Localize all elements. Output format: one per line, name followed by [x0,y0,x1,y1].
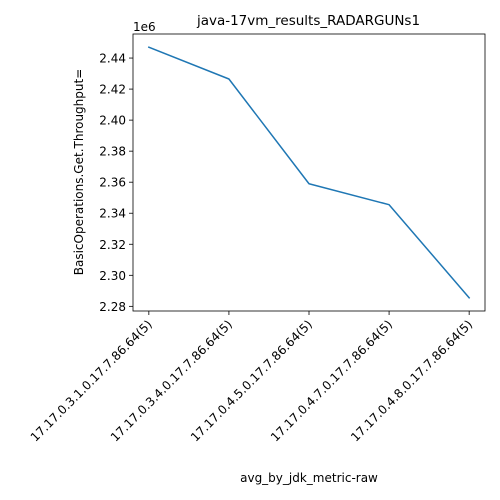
y-tick-label: 2.34 [99,207,126,221]
y-tick-label: 2.44 [99,52,126,66]
y-tick-label: 2.28 [99,300,126,314]
y-axis-label: BasicOperations.Get.Throughput= [72,69,86,276]
y-tick-label: 2.32 [99,238,126,252]
chart-title: java-17vm_results_RADARGUNs1 [196,13,420,29]
series-line-0 [147,46,471,299]
y-tick-label: 2.30 [99,269,126,283]
x-axis-label: avg_by_jdk_metric-raw [240,471,378,485]
axes-frame [132,33,486,312]
y-tick-label: 2.38 [99,145,126,159]
y-tick-label: 2.40 [99,114,126,128]
y-axis-offset-label: 1e6 [133,20,156,34]
y-tick-label: 2.42 [99,83,126,97]
y-tick-label: 2.36 [99,176,126,190]
